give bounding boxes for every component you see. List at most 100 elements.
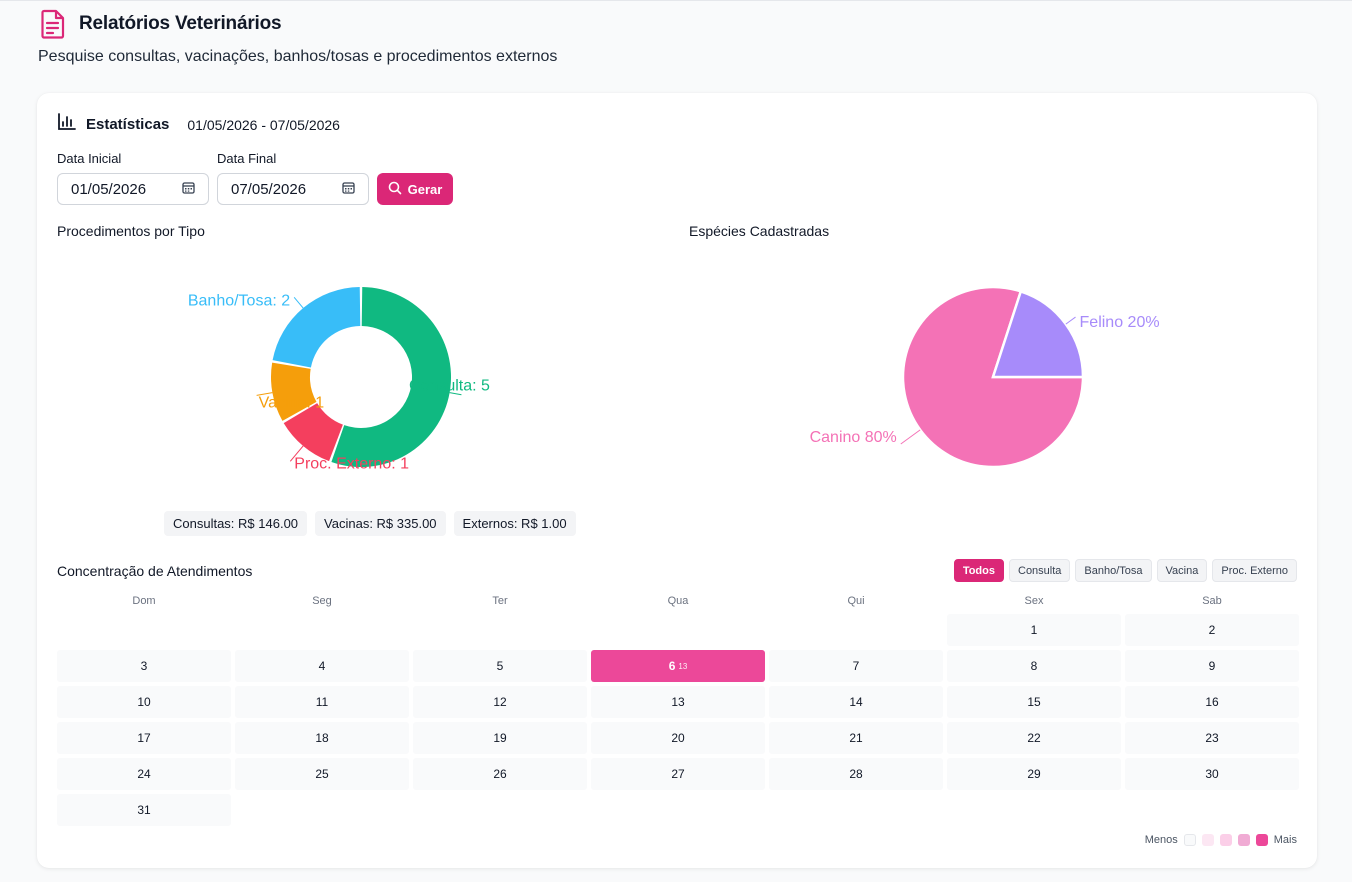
start-date-label: Data Inicial [57, 151, 122, 166]
start-date-value: 01/05/2026 [71, 180, 147, 198]
calendar-day-17[interactable]: 17 [57, 722, 231, 754]
procedure-totals: Consultas: R$ 146.00 Vacinas: R$ 335.00 … [164, 511, 576, 536]
filter-banho-tosa[interactable]: Banho/Tosa [1075, 559, 1152, 582]
day-number: 11 [315, 695, 329, 709]
weekday-dom: Dom [132, 595, 156, 607]
end-date-value: 07/05/2026 [231, 180, 307, 198]
label-line-canino [900, 429, 921, 445]
statistics-header: Estatísticas 01/05/2026 - 07/05/2026 [57, 113, 340, 136]
day-number: 26 [493, 767, 507, 781]
calendar-day-12[interactable]: 12 [413, 686, 587, 718]
calendar-day-4[interactable]: 4 [235, 650, 409, 682]
calendar-day-15[interactable]: 15 [947, 686, 1121, 718]
calendar-day-21[interactable]: 21 [769, 722, 943, 754]
procedures-donut-chart: Consulta: 5 Proc. Externo: 1 Vacina: 1 Banh… [188, 287, 490, 472]
search-icon [388, 181, 402, 198]
calendar-day-19[interactable]: 19 [413, 722, 587, 754]
day-number: 1 [1030, 623, 1038, 637]
filter-proc-externo[interactable]: Proc. Externo [1212, 559, 1297, 582]
generate-button-label: Gerar [407, 181, 443, 197]
calendar-day-11[interactable]: 11 [235, 686, 409, 718]
label-line-proc-externo [289, 445, 304, 462]
slice-label-consulta: Consulta: 5 [409, 378, 490, 395]
calendar-day-25[interactable]: 25 [235, 758, 409, 790]
day-number: 10 [137, 695, 151, 709]
label-line-banho-tosa [293, 297, 304, 309]
legend-more-label: Mais [1273, 834, 1297, 846]
weekday-sex: Sex [1024, 595, 1044, 607]
day-number: 31 [137, 803, 151, 817]
calendar-day-22[interactable]: 22 [947, 722, 1121, 754]
total-vacinas: Vacinas: R$ 335.00 [315, 511, 446, 536]
start-date-input[interactable]: 01/05/2026 [57, 173, 209, 205]
day-number: 3 [140, 659, 148, 673]
label-line-consulta [449, 392, 462, 396]
calendar-title: Concentração de Atendimentos [57, 563, 253, 579]
calendar-day-28[interactable]: 28 [769, 758, 943, 790]
statistics-card: Estatísticas 01/05/2026 - 07/05/2026 Dat… [37, 93, 1317, 868]
filter-todos[interactable]: Todos [953, 559, 1004, 582]
top-divider [0, 0, 1352, 1]
procedures-chart-title: Procedimentos por Tipo [57, 223, 205, 239]
calendar-day-1[interactable]: 1 [947, 614, 1121, 646]
generate-button[interactable]: Gerar [377, 173, 453, 205]
end-date-input[interactable]: 07/05/2026 [217, 173, 369, 205]
day-number: 7 [852, 659, 860, 673]
calendar-day-13[interactable]: 13 [591, 686, 765, 718]
report-document-icon [39, 9, 67, 39]
legend-swatches [1183, 834, 1268, 846]
heatmap-legend: Menos Mais [1145, 834, 1297, 846]
day-number: 9 [1208, 659, 1216, 673]
day-number: 13 [671, 695, 685, 709]
filter-consulta[interactable]: Consulta [1009, 559, 1071, 582]
calendar-icon[interactable] [342, 181, 355, 198]
calendar-empty-cell [235, 614, 409, 646]
calendar-day-10[interactable]: 10 [57, 686, 231, 718]
day-number: 23 [1205, 731, 1219, 745]
calendar-day-3[interactable]: 3 [57, 650, 231, 682]
heatmap-calendar: Dom Seg Ter Qua Qui Sex Sab 1 2 3 4 5 6 13 7 8 9 10 11 12 1… [57, 590, 1299, 826]
page-header: Relatórios Veterinários [39, 9, 282, 39]
slice-banho-tosa [272, 287, 361, 368]
calendar-day-6[interactable]: 6 13 [591, 650, 765, 682]
day-number: 4 [318, 659, 326, 673]
slice-label-proc-externo: Proc. Externo: 1 [294, 455, 409, 472]
calendar-day-20[interactable]: 20 [591, 722, 765, 754]
total-externos: Externos: R$ 1.00 [453, 511, 576, 536]
day-number: 16 [1205, 695, 1219, 709]
calendar-day-29[interactable]: 29 [947, 758, 1121, 790]
weekday-ter: Ter [492, 595, 508, 607]
calendar-day-7[interactable]: 7 [769, 650, 943, 682]
day-number: 19 [493, 731, 507, 745]
calendar-empty-cell [591, 614, 765, 646]
legend-swatch-1 [1201, 834, 1214, 846]
day-number: 8 [1030, 659, 1038, 673]
label-line-vacina [256, 392, 273, 396]
calendar-weekday-header: Dom Seg Ter Qua Qui Sex Sab [57, 590, 1297, 612]
calendar-day-14[interactable]: 14 [769, 686, 943, 718]
calendar-filters: Todos Consulta Banho/Tosa Vacina Proc. E… [953, 559, 1297, 582]
species-chart-title: Espécies Cadastradas [689, 223, 830, 239]
legend-swatch-3 [1237, 834, 1250, 846]
day-number: 15 [1027, 695, 1041, 709]
day-number: 24 [137, 767, 151, 781]
calendar-day-5[interactable]: 5 [413, 650, 587, 682]
calendar-day-8[interactable]: 8 [947, 650, 1121, 682]
calendar-icon[interactable] [182, 181, 195, 198]
calendar-day-27[interactable]: 27 [591, 758, 765, 790]
calendar-day-2[interactable]: 2 [1125, 614, 1299, 646]
calendar-day-26[interactable]: 26 [413, 758, 587, 790]
calendar-day-23[interactable]: 23 [1125, 722, 1299, 754]
calendar-day-24[interactable]: 24 [57, 758, 231, 790]
calendar-day-31[interactable]: 31 [57, 794, 231, 826]
calendar-day-9[interactable]: 9 [1125, 650, 1299, 682]
statistics-range: 01/05/2026 - 07/05/2026 [187, 116, 340, 133]
weekday-qui: Qui [847, 595, 865, 607]
calendar-day-30[interactable]: 30 [1125, 758, 1299, 790]
day-number: 27 [671, 767, 685, 781]
calendar-day-16[interactable]: 16 [1125, 686, 1299, 718]
filter-vacina[interactable]: Vacina [1156, 559, 1208, 582]
calendar-day-18[interactable]: 18 [235, 722, 409, 754]
day-number: 30 [1205, 767, 1219, 781]
legend-swatch-4 [1255, 834, 1268, 846]
